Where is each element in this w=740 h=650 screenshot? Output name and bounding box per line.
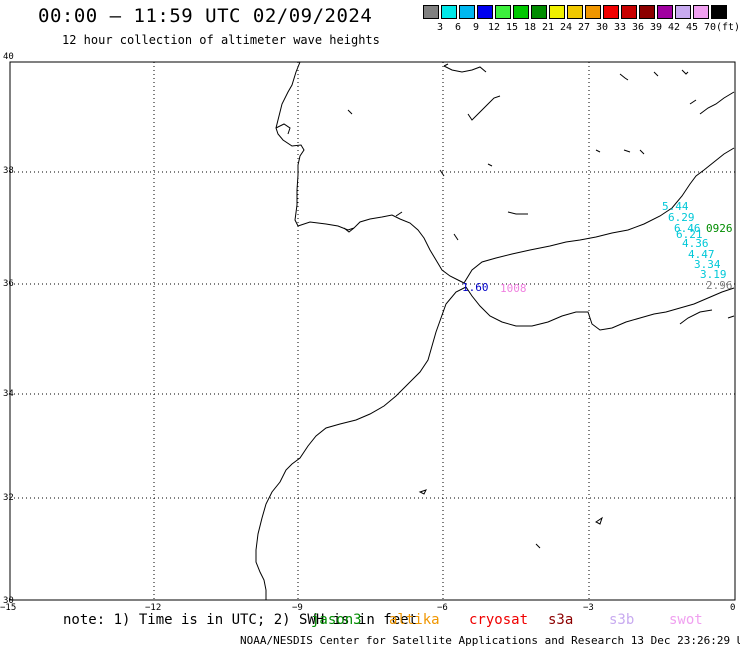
island-north-1: [619, 73, 629, 81]
wave-height-reading: 6.29: [668, 211, 695, 224]
scale-swatch-13: [657, 5, 673, 19]
mission-label-s3b: s3b: [609, 612, 635, 628]
island-south-1: [418, 489, 427, 495]
scale-swatch-4: [495, 5, 511, 19]
island-southeast-2: [727, 315, 735, 319]
scale-label-24: 24: [559, 22, 573, 33]
lake-8: [453, 233, 459, 241]
scale-swatch-3: [477, 5, 493, 19]
page-title: 00:00 – 11:59 UTC 02/09/2024: [38, 5, 373, 27]
mission-label-swot: swot: [669, 612, 703, 628]
island-southeast-1: [679, 309, 713, 325]
scale-unit-label: (ft): [715, 22, 740, 33]
scale-label-30: 30: [595, 22, 609, 33]
footer-note: note: 1) Time is in UTC; 2) SWH is in fe…: [63, 612, 418, 628]
lon-label-12w: −12: [145, 603, 161, 613]
wave-height-reading: 2.96: [706, 279, 733, 292]
scale-swatch-14: [675, 5, 691, 19]
lat-label-38: 38: [3, 166, 14, 176]
spain-mediterranean-coast: [463, 147, 735, 284]
scale-swatch-15: [693, 5, 709, 19]
lat-label-36: 36: [3, 279, 14, 289]
lake-7: [439, 169, 445, 177]
lat-label-34: 34: [3, 389, 14, 399]
scale-label-36: 36: [631, 22, 645, 33]
page-subtitle: 12 hour collection of altimeter wave hei…: [62, 33, 380, 47]
wave-height-reading: 5.44: [662, 200, 689, 213]
lat-label-30: 30: [3, 596, 14, 606]
scale-label-3: 3: [436, 22, 444, 33]
scale-label-12: 12: [487, 22, 501, 33]
wave-height-reading: 4.47: [688, 248, 715, 261]
lon-label-6w: −6: [437, 603, 448, 613]
pass-time-label: 0926: [706, 222, 733, 235]
mission-label-cryosat: cryosat: [469, 612, 529, 628]
scale-label-6: 6: [454, 22, 462, 33]
scale-label-15: 15: [505, 22, 519, 33]
island-north-2: [653, 71, 659, 77]
credit-line: NOAA/NESDIS Center for Satellite Applica…: [240, 634, 740, 647]
scale-label-18: 18: [523, 22, 537, 33]
ebro-interior-outline: [699, 91, 735, 115]
lake-1: [347, 109, 353, 115]
scale-label-42: 42: [667, 22, 681, 33]
scale-swatch-9: [585, 5, 601, 19]
tagus-estuary: [275, 123, 291, 135]
map-frame: [9, 61, 736, 601]
island-south-3: [535, 543, 541, 549]
scale-swatch-16: [711, 5, 727, 19]
scale-label-9: 9: [472, 22, 480, 33]
scale-label-21: 21: [541, 22, 555, 33]
wave-height-reading: 6.46: [674, 222, 701, 235]
scale-label-33: 33: [613, 22, 627, 33]
lon-label-3w: −3: [583, 603, 594, 613]
island-south-2: [595, 516, 603, 525]
wave-height-reading: 4.36: [682, 237, 709, 250]
cadiz-mark: [343, 227, 355, 233]
lake-6: [623, 149, 645, 155]
mission-label-altika: altika: [389, 612, 440, 628]
island-north-3: [681, 69, 689, 75]
pass-time-label: 1008: [500, 282, 527, 295]
lake-2: [395, 211, 403, 217]
coastline: [255, 61, 735, 600]
morocco-mediterranean-coast: [465, 286, 735, 331]
scale-swatch-1: [441, 5, 457, 19]
wave-height-reading: 1.60: [462, 281, 489, 294]
scale-label-70: 70: [703, 22, 717, 33]
scale-swatch-8: [567, 5, 583, 19]
scale-swatch-0: [423, 5, 439, 19]
lon-label-0: 0: [730, 603, 735, 613]
scale-swatch-5: [513, 5, 529, 19]
lat-label-32: 32: [3, 493, 14, 503]
mission-label-s3a: s3a: [548, 612, 574, 628]
graticule: [10, 62, 735, 600]
lake-3: [507, 211, 528, 215]
wave-height-reading: 3.34: [694, 258, 721, 271]
lake-4: [487, 163, 493, 167]
lon-label-15w: −15: [0, 603, 16, 613]
morocco-atlantic-coast: [255, 286, 467, 600]
wave-height-reading: 6.21: [676, 228, 703, 241]
scale-swatch-12: [639, 5, 655, 19]
scale-swatch-11: [621, 5, 637, 19]
lake-5: [595, 149, 601, 153]
scale-label-45: 45: [685, 22, 699, 33]
lon-label-9w: −9: [292, 603, 303, 613]
scale-swatch-2: [459, 5, 475, 19]
scale-label-27: 27: [577, 22, 591, 33]
scale-label-39: 39: [649, 22, 663, 33]
scale-swatch-6: [531, 5, 547, 19]
wave-height-reading: 3.19: [700, 268, 727, 281]
biscay-coast: [443, 63, 501, 121]
scale-swatch-10: [603, 5, 619, 19]
scale-swatch-7: [549, 5, 565, 19]
island-north-4: [689, 99, 697, 105]
portugal-atlantic-coast: [275, 61, 465, 284]
mission-label-jason3: jason3: [311, 612, 362, 628]
lat-label-40: 40: [3, 52, 14, 62]
